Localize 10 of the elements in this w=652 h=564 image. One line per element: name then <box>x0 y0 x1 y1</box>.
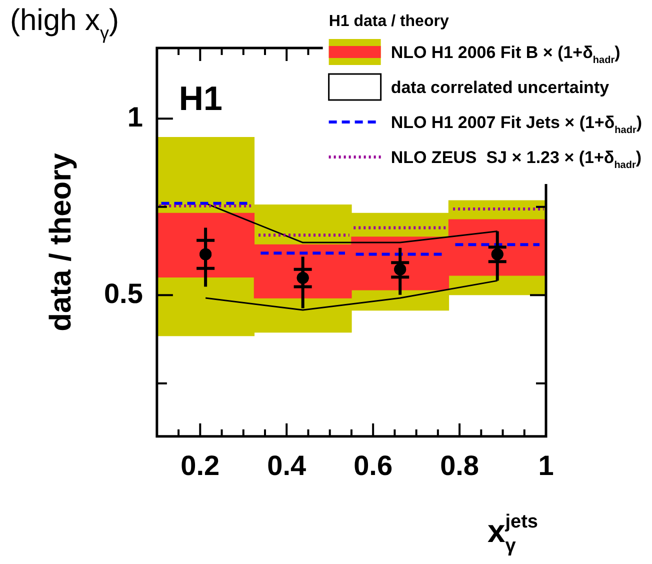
y-tick-label: 0.5 <box>104 278 143 309</box>
x-tick-label: 0.4 <box>267 450 306 481</box>
legend-label: data correlated uncertainty <box>390 78 610 97</box>
annotation: H1 <box>178 80 222 118</box>
x-tick-label: 0.6 <box>354 450 393 481</box>
x-tick-label: 0.2 <box>180 450 220 481</box>
y-axis-title: data / theory <box>44 152 78 332</box>
x-tick-label: 0.8 <box>440 450 480 481</box>
legend-title: H1 data / theory <box>328 13 449 30</box>
x-tick-label: 1 <box>538 450 554 481</box>
